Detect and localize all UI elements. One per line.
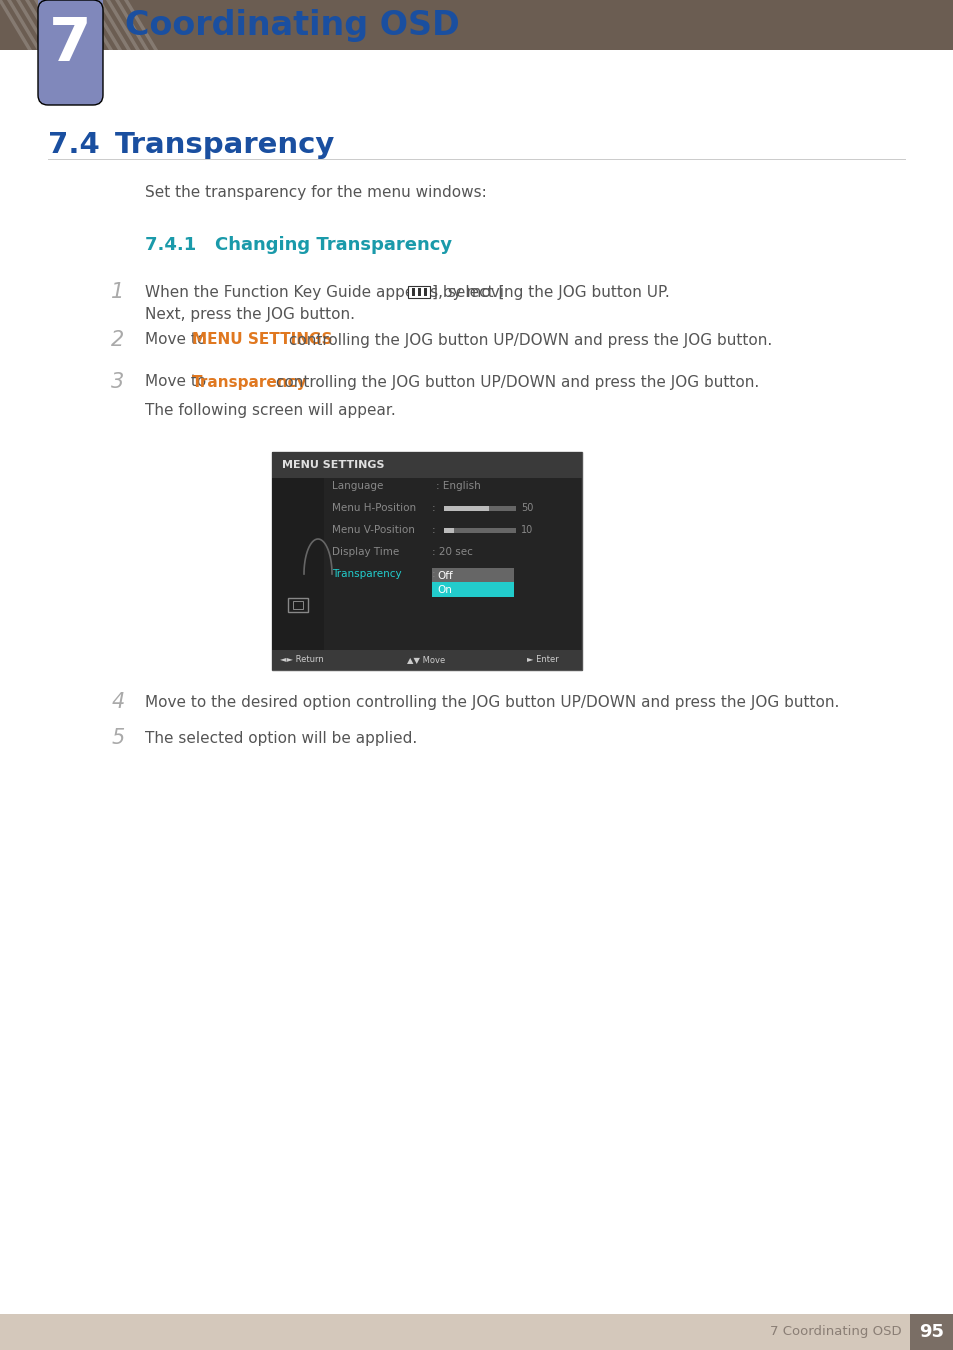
Text: Menu H-Position: Menu H-Position [332, 504, 416, 513]
Text: ] by moving the JOG button UP.: ] by moving the JOG button UP. [431, 285, 669, 300]
Text: ▲▼ Move: ▲▼ Move [407, 656, 445, 664]
Text: Move to: Move to [145, 374, 211, 390]
Bar [0, 1314, 953, 1350]
Text: Transparency: Transparency [192, 374, 307, 390]
Bar [272, 452, 581, 478]
Bar [0, 0, 953, 50]
Text: 2: 2 [112, 329, 125, 350]
Text: MENU SETTINGS: MENU SETTINGS [192, 332, 333, 347]
Bar [288, 598, 308, 612]
Text: 4: 4 [112, 693, 125, 711]
Text: Set the transparency for the menu windows:: Set the transparency for the menu window… [145, 185, 486, 200]
Text: :: : [432, 525, 436, 535]
Bar [423, 288, 426, 296]
Text: controlling the JOG button UP/DOWN and press the JOG button.: controlling the JOG button UP/DOWN and p… [283, 332, 771, 347]
Bar [443, 506, 516, 512]
Text: Menu V-Position: Menu V-Position [332, 525, 415, 535]
FancyBboxPatch shape [38, 0, 103, 105]
Text: ◄► Return: ◄► Return [280, 656, 323, 664]
Text: :: : [432, 504, 436, 513]
Text: Move to: Move to [145, 332, 211, 347]
Text: : 20 sec: : 20 sec [432, 547, 473, 558]
Bar [432, 582, 514, 597]
Text: 50: 50 [520, 504, 533, 513]
Text: Display Time: Display Time [332, 547, 399, 558]
Bar [443, 528, 454, 533]
Text: MENU SETTINGS: MENU SETTINGS [282, 460, 384, 470]
Text: Language: Language [332, 481, 383, 491]
Bar [443, 506, 489, 512]
Text: 7: 7 [50, 15, 91, 74]
Bar [417, 288, 420, 296]
Text: :: : [432, 568, 436, 579]
Bar [38, 0, 103, 93]
Text: Transparency: Transparency [332, 568, 401, 579]
Text: controlling the JOG button UP/DOWN and press the JOG button.: controlling the JOG button UP/DOWN and p… [271, 374, 758, 390]
Bar [272, 478, 324, 670]
Text: The following screen will appear.: The following screen will appear. [145, 402, 395, 417]
Bar [443, 528, 516, 533]
Bar [272, 452, 581, 670]
Text: 7 Coordinating OSD: 7 Coordinating OSD [770, 1326, 901, 1338]
Text: Move to the desired option controlling the JOG button UP/DOWN and press the JOG : Move to the desired option controlling t… [145, 694, 839, 710]
Text: 10: 10 [520, 525, 533, 535]
Text: Next, press the JOG button.: Next, press the JOG button. [145, 306, 355, 321]
Text: 3: 3 [112, 373, 125, 391]
Text: When the Function Key Guide appears, select [: When the Function Key Guide appears, sel… [145, 285, 504, 300]
Text: 95: 95 [919, 1323, 943, 1341]
Text: 1: 1 [112, 282, 125, 302]
Text: The selected option will be applied.: The selected option will be applied. [145, 730, 416, 745]
Bar [909, 1314, 953, 1350]
Text: Transparency: Transparency [115, 131, 335, 159]
Text: Coordinating OSD: Coordinating OSD [125, 8, 459, 42]
Text: : English: : English [436, 481, 480, 491]
Text: 7.4.1   Changing Transparency: 7.4.1 Changing Transparency [145, 236, 452, 254]
Bar [432, 568, 514, 583]
Bar [272, 649, 581, 670]
Text: ► Enter: ► Enter [526, 656, 558, 664]
Bar [407, 286, 429, 298]
Bar [411, 288, 415, 296]
Text: On: On [436, 585, 452, 595]
Text: Off: Off [436, 571, 453, 580]
Text: 5: 5 [112, 728, 125, 748]
Bar [293, 601, 303, 609]
Text: 7.4: 7.4 [48, 131, 100, 159]
